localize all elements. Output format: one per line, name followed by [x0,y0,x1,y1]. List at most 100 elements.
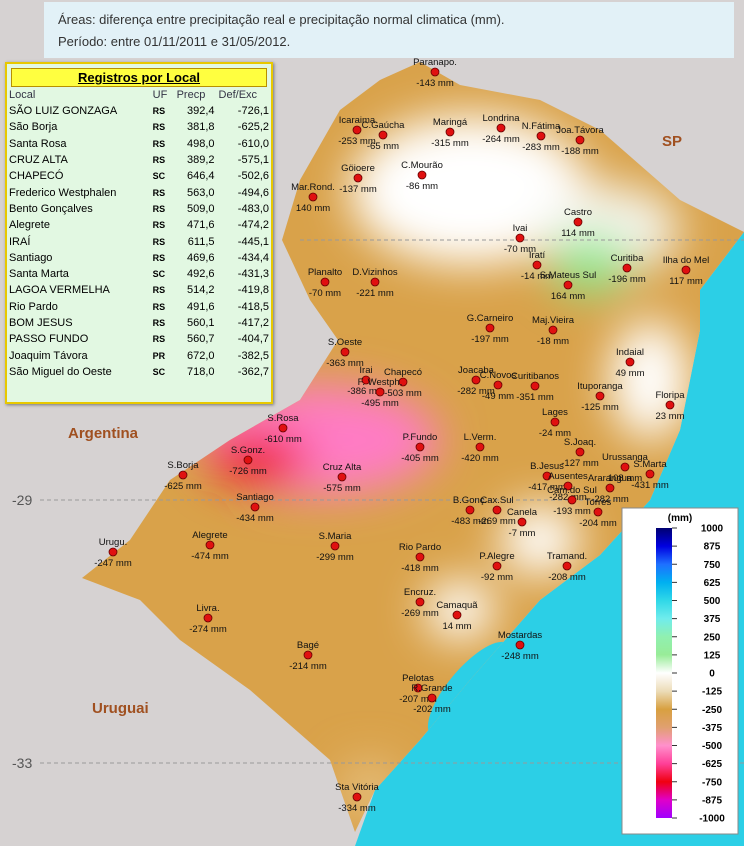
region-label: Argentina [68,425,139,442]
station-name: Londrina [483,113,521,124]
station-value: -248 mm [501,651,539,662]
table-cell: RS [152,318,166,328]
station-value: -197 mm [471,334,509,345]
station-value: -214 mm [289,661,327,672]
station-name: Cax.Sul [480,495,513,506]
legend-label: -1000 [699,814,725,825]
station-name: L.Verm. [464,432,497,443]
table-cell: 392,4 [186,105,215,118]
station-value: -625 mm [164,481,202,492]
table-row: Bento Gonçalves RS 509,0 -483,0 [7,201,271,217]
station-name: Canela [507,507,538,518]
station-value: -431 mm [631,480,669,491]
station-name: F. Westph. [358,377,403,388]
station-name: S.Mateus Sul [540,270,597,281]
legend-label: -125 [702,687,722,698]
table-cell: -434,4 [237,251,269,264]
station-name: S.Gonz. [231,445,265,456]
station-dot [178,470,188,480]
station-dot [625,357,635,367]
station-name: Chapecó [384,367,422,378]
station-value: -92 mm [481,572,513,583]
station-dot [352,125,362,135]
header: Áreas: diferença entre precipitação real… [44,2,734,58]
station-value: -282 mm [591,494,629,505]
station-name: Indaial [616,347,644,358]
station-dot [203,613,213,623]
station-dot [575,135,585,145]
station-value: -495 mm [361,398,399,409]
station-name: C.Mourão [401,160,443,171]
station-dot [361,375,371,385]
station-dot [465,505,475,515]
table-cell: RS [152,220,166,231]
station-dot [303,650,313,660]
station-dot [550,417,560,427]
station-dot [492,561,502,571]
table-cell: Santiago [9,251,53,264]
legend-label: 500 [704,596,721,607]
station-name: Tramand. [547,551,587,562]
table-cell: -610,0 [237,137,269,150]
legend-box [621,507,739,835]
table-row: PASSO FUNDO RS 560,7 -404,7 [7,331,271,347]
table-cell: 560,1 [186,317,215,329]
station-value: -418 mm [401,563,439,574]
station-dot [536,131,546,141]
station-value: -575 mm [323,483,361,494]
station-dot [415,442,425,452]
table-cell: 646,4 [186,170,215,183]
station-value: -193 mm [553,506,591,517]
legend-label: 375 [704,614,721,625]
station-dot [593,507,603,517]
station-name: B.Gonç. [453,495,487,506]
station-dot [417,170,427,180]
station-name: D.Vizinhos [352,267,397,278]
station-name: Santiago [236,492,274,503]
station-value: -483 mm [451,516,489,527]
station-value: -208 mm [548,572,586,583]
station-value: 23 mm [655,411,684,422]
table-cell: São Miguel do Oeste [9,365,112,378]
column-header: Local [9,89,36,101]
table-row: Santa Marta SC 492,6 -431,3 [7,266,271,282]
table-cell: -474,2 [237,219,269,232]
station-value: -49 mm [482,391,514,402]
station-name: Camaquã [436,600,478,611]
station-dot [605,483,615,493]
table-cell: -494,6 [237,186,269,199]
station-name: P.Alegre [479,551,514,562]
legend-label: -625 [702,759,722,770]
table-row: Joaquim Távora PR 672,0 -382,5 [7,347,271,363]
table-title: Registros por Local [11,68,267,87]
station-name: Bagé [297,640,319,651]
station-value: -274 mm [189,624,227,635]
station-name: Cam.do Sul [547,485,597,496]
station-name: G.Carneiro [467,313,513,324]
station-dot [452,610,462,620]
legend-label: -500 [702,741,722,752]
station-value: -420 mm [461,453,499,464]
station-value: -434 mm [236,513,274,524]
station-name: Mar.Rond. [291,182,335,193]
station-name: P.Fundo [403,432,438,443]
table-cell: 498,0 [186,137,215,150]
station-dot [370,277,380,287]
station-value: -282 mm [457,386,495,397]
station-value: -405 mm [401,453,439,464]
station-name: Urussanga [602,452,649,463]
table-cell: CHAPECÓ [9,170,64,183]
station-dot [492,505,502,515]
station-value: -188 mm [561,146,599,157]
table-row: São Borja RS 381,8 -625,2 [7,119,271,135]
table-cell: SÃO LUIZ GONZAGA [9,105,118,118]
station-name: Encruz. [404,587,436,598]
table-cell: RS [152,236,166,247]
station-name: Alegrete [192,530,227,541]
table-cell: IRAÍ [9,235,31,248]
table-row: São Miguel do Oeste SC 718,0 -362,7 [7,364,271,380]
station-name: Maringá [433,117,468,128]
table-cell: RS [152,203,166,214]
station-name: S.Marta [633,459,667,470]
